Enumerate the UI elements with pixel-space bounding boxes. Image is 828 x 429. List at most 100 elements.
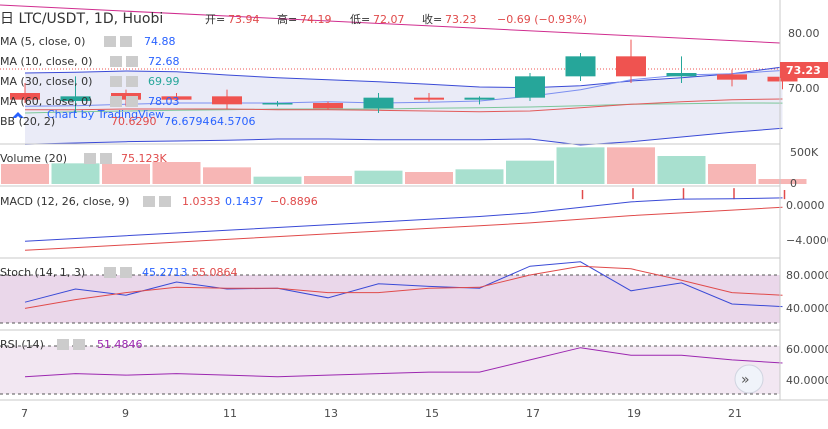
settings-icon[interactable] xyxy=(110,76,122,87)
bb-value-2: 76.6794 xyxy=(164,115,210,128)
bollinger-upper-line xyxy=(24,66,783,89)
macd-value-1: 1.0333 xyxy=(182,195,221,208)
legend-stoch[interactable]: Stoch (14, 1, 3) 45.2713 55.0864 xyxy=(0,266,238,279)
close-icon[interactable] xyxy=(126,56,138,67)
close-icon[interactable] xyxy=(159,196,171,207)
legend-ma5[interactable]: MA (5, close, 0) 74.88 xyxy=(0,35,176,48)
legend-ma10[interactable]: MA (10, close, 0) 72.68 xyxy=(0,55,180,68)
volume-bar xyxy=(102,164,150,184)
ma10-value: 72.68 xyxy=(148,55,180,68)
ma5-label: MA (5, close, 0) xyxy=(0,35,85,48)
change-value: −0.69 (−0.93%) xyxy=(497,13,587,26)
close-icon[interactable] xyxy=(120,36,132,47)
macd-pane[interactable] xyxy=(0,185,786,251)
candle-body xyxy=(212,96,242,105)
legend-ma60[interactable]: MA (60, close, 0) 78.03 xyxy=(0,95,180,108)
x-tick-label: 15 xyxy=(425,407,439,420)
candle-body xyxy=(10,93,40,100)
legend-macd[interactable]: MACD (12, 26, close, 9) 1.0333 0.1437 −0… xyxy=(0,195,318,208)
legend-bb[interactable]: BB (20, 2) 70.6290 76.6794 64.5706 xyxy=(0,115,256,128)
settings-icon[interactable] xyxy=(110,96,122,107)
stoch-k-line xyxy=(24,261,783,308)
x-tick-label: 11 xyxy=(223,407,237,420)
macd-value-3: −0.8896 xyxy=(270,195,318,208)
volume-tick: 500K xyxy=(790,146,819,159)
legend-ma30[interactable]: MA (30, close, 0) 69.99 xyxy=(0,75,180,88)
ma30-value: 69.99 xyxy=(148,75,180,88)
open-value: 73.94 xyxy=(228,13,260,26)
settings-icon[interactable] xyxy=(84,153,96,164)
main-pane[interactable] xyxy=(0,0,798,146)
ma-line-green xyxy=(24,102,783,114)
candle-body xyxy=(565,56,596,77)
close-icon[interactable] xyxy=(126,76,138,87)
candle-body xyxy=(313,103,343,109)
volume-bar xyxy=(455,169,504,184)
candle xyxy=(212,89,242,110)
watermark-text: Chart by TradingView xyxy=(47,108,164,121)
ma10-label: MA (10, close, 0) xyxy=(0,55,92,68)
x-tick-label: 7 xyxy=(21,407,28,420)
close-icon[interactable] xyxy=(73,339,85,350)
stoch-tick: 80.0000 xyxy=(786,269,828,282)
ma30-label: MA (30, close, 0) xyxy=(0,75,92,88)
volume-tick: 0 xyxy=(790,177,797,190)
settings-icon[interactable] xyxy=(57,339,69,350)
bollinger-lower-line xyxy=(24,127,783,146)
candle xyxy=(313,101,343,110)
volume-bar xyxy=(304,176,352,184)
volume-bar xyxy=(708,164,756,184)
close-icon[interactable] xyxy=(100,153,112,164)
stoch-value-2: 55.0864 xyxy=(192,266,238,279)
last-price-tag-text: 73.23 xyxy=(786,64,821,77)
candle xyxy=(60,76,91,113)
legend-rsi[interactable]: RSI (14) 51.4846 xyxy=(0,338,143,351)
stoch-pane[interactable] xyxy=(0,257,783,324)
ma60-value: 78.03 xyxy=(148,95,180,108)
x-axis: 7 9 11 13 15 17 19 21 xyxy=(21,407,742,420)
stoch-band xyxy=(0,275,780,323)
volume-bar xyxy=(1,164,49,184)
volume-value: 75.123K xyxy=(121,152,167,165)
candle-body xyxy=(464,97,495,100)
candle xyxy=(565,53,596,81)
settings-icon[interactable] xyxy=(104,267,116,278)
candle xyxy=(515,73,545,101)
volume-bars xyxy=(1,147,807,184)
tradingview-watermark[interactable]: Chart by TradingView xyxy=(12,108,164,121)
ma60-label: MA (60, close, 0) xyxy=(0,95,92,108)
close-icon[interactable] xyxy=(120,267,132,278)
ma5-value: 74.88 xyxy=(144,35,176,48)
candle xyxy=(666,56,697,83)
volume-bar xyxy=(758,179,807,184)
candle-body xyxy=(414,97,444,100)
macd-signal-line xyxy=(24,206,783,251)
scroll-to-latest-button[interactable]: » xyxy=(734,364,764,394)
volume-bar xyxy=(253,176,302,184)
bb-value-3: 64.5706 xyxy=(210,115,256,128)
x-tick-label: 13 xyxy=(324,407,338,420)
candle-body xyxy=(767,76,798,82)
candle-body xyxy=(717,74,747,80)
tradingview-logo-icon xyxy=(12,112,24,118)
volume-bar xyxy=(506,160,554,184)
close-icon[interactable] xyxy=(126,96,138,107)
macd-value-2: 0.1437 xyxy=(225,195,264,208)
settings-icon[interactable] xyxy=(110,56,122,67)
settings-icon[interactable] xyxy=(104,36,116,47)
ma-line-red xyxy=(25,98,783,113)
settings-icon[interactable] xyxy=(143,196,155,207)
candle xyxy=(616,39,646,83)
rsi-line xyxy=(24,347,783,378)
volume-pane[interactable] xyxy=(0,143,807,184)
x-tick-label: 21 xyxy=(728,407,742,420)
volume-bar xyxy=(51,163,100,184)
trend-line-top xyxy=(0,4,781,44)
high-value: 74.19 xyxy=(300,13,332,26)
rsi-pane[interactable] xyxy=(0,329,783,395)
candle-body xyxy=(666,73,697,77)
legend-volume[interactable]: Volume (20) 75.123K xyxy=(0,152,167,165)
rsi-tick: 60.0000 xyxy=(786,343,828,356)
candle-body xyxy=(262,103,293,105)
